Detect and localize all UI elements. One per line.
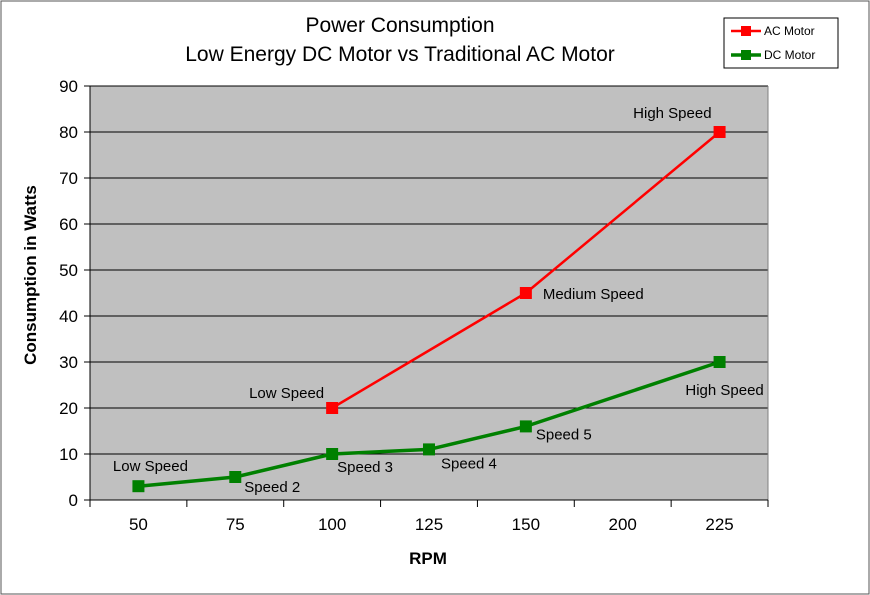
legend-marker-ac-motor (741, 26, 751, 36)
x-axis-label: RPM (409, 549, 447, 568)
y-tick-label-10: 10 (59, 445, 78, 464)
x-tick-label-200: 200 (609, 515, 637, 534)
dc-motor-point-150 (519, 420, 532, 433)
dc-motor-point-75 (229, 471, 242, 483)
dc-motor-point-100 (326, 448, 339, 460)
legend-label-ac-motor: AC Motor (764, 24, 815, 38)
legend-label-dc-motor: DC Motor (764, 48, 815, 62)
dc-motor-label-125: Speed 4 (441, 455, 497, 472)
ac-motor-label-100: Low Speed (249, 385, 324, 402)
legend-marker-dc-motor (741, 50, 751, 60)
y-tick-label-60: 60 (59, 215, 78, 234)
y-tick-label-70: 70 (59, 169, 78, 188)
point-labels: Low Speed Medium Speed High Speed Low Speed… (113, 105, 764, 496)
dc-motor-label-75: Speed 2 (244, 479, 300, 496)
x-tick-label-150: 150 (512, 515, 540, 534)
ac-motor-point-150 (519, 287, 532, 299)
chart-title: Power Consumption (305, 14, 494, 37)
plot-area (90, 86, 768, 500)
dc-motor-label-100: Speed 3 (337, 459, 393, 476)
y-tick-label-0: 0 (69, 491, 78, 510)
y-tick-label-20: 20 (59, 399, 78, 418)
grid-lines (90, 85, 768, 455)
dc-motor-point-50 (132, 480, 145, 493)
y-tick-label-30: 30 (59, 353, 78, 372)
x-tick-label-75: 75 (226, 515, 245, 534)
dc-motor-label-50: Low Speed (113, 458, 188, 475)
chart-subtitle: Low Energy DC Motor vs Traditional AC Mo… (185, 43, 615, 66)
dc-motor-label-150: Speed 5 (536, 426, 592, 443)
y-tick-label-90: 90 (59, 77, 78, 96)
dc-motor-point-125 (423, 443, 435, 456)
dc-motor-point-225 (713, 356, 726, 368)
y-tick-label-80: 80 (59, 123, 78, 142)
x-tick-label-100: 100 (318, 515, 346, 534)
x-tick-label-225: 225 (705, 515, 733, 534)
ac-motor-point-225 (713, 126, 726, 138)
x-tick-label-125: 125 (415, 515, 443, 534)
series-layer (132, 126, 726, 493)
ac-motor-label-225: High Speed (633, 105, 711, 122)
ac-motor-label-150: Medium Speed (543, 286, 644, 303)
y-tick-label-50: 50 (59, 261, 78, 280)
dc-motor-line (138, 360, 721, 488)
dc-motor-label-225: High Speed (685, 382, 763, 399)
y-axis-label: Consumption in Watts (21, 185, 40, 365)
ac-motor-point-100 (326, 402, 339, 414)
axes: 0 10 20 30 40 50 60 70 80 90 50 75 100 125 150 200 225 (59, 77, 769, 534)
y-tick-label-40: 40 (59, 307, 78, 326)
legend: AC Motor DC Motor (723, 17, 839, 69)
x-tick-label-50: 50 (129, 515, 148, 534)
